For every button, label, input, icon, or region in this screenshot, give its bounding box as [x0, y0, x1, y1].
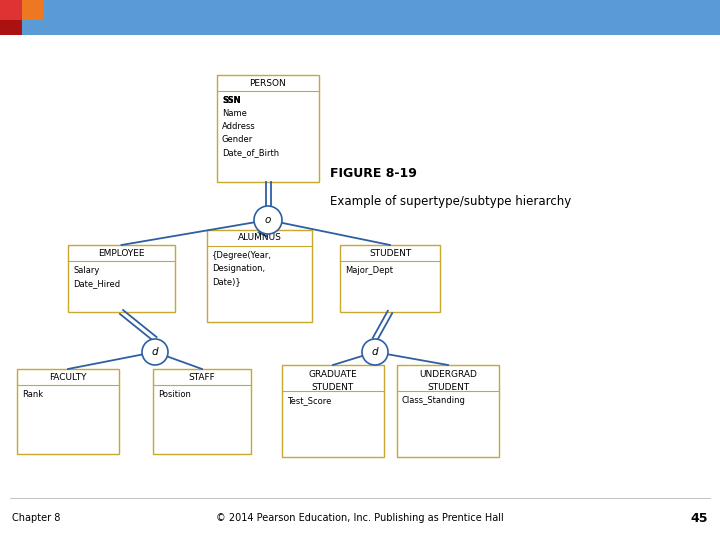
Bar: [0, 20, 22, 35]
Circle shape: [254, 206, 282, 234]
Text: Rank: Rank: [22, 390, 43, 399]
Text: Position: Position: [158, 390, 191, 399]
Text: UNDERGRAD: UNDERGRAD: [419, 369, 477, 379]
Text: STUDENT: STUDENT: [427, 383, 469, 391]
Text: Address: Address: [222, 122, 256, 131]
Text: Date_Hired: Date_Hired: [73, 279, 120, 288]
Text: FACULTY: FACULTY: [49, 373, 86, 381]
Bar: [217, 75, 319, 182]
Bar: [397, 365, 499, 457]
Text: ALUMNUS: ALUMNUS: [238, 233, 282, 242]
Text: Date_of_Birth: Date_of_Birth: [222, 148, 279, 157]
Text: STAFF: STAFF: [189, 373, 215, 381]
Text: EMPLOYEE: EMPLOYEE: [98, 248, 145, 258]
Text: Name: Name: [222, 109, 247, 118]
Circle shape: [142, 339, 168, 365]
Text: Salary: Salary: [73, 266, 99, 275]
Text: 45: 45: [690, 511, 708, 524]
Bar: [340, 245, 440, 312]
Text: SSN: SSN: [222, 96, 240, 105]
Text: Designation,: Designation,: [212, 264, 265, 273]
Text: FIGURE 8-19: FIGURE 8-19: [330, 167, 417, 180]
Circle shape: [362, 339, 388, 365]
Text: Major_Dept: Major_Dept: [345, 266, 393, 275]
Bar: [207, 230, 312, 322]
Text: SSN: SSN: [222, 96, 240, 105]
Text: Example of supertype/subtype hierarchy: Example of supertype/subtype hierarchy: [330, 195, 571, 208]
Text: STUDENT: STUDENT: [369, 248, 411, 258]
Text: Chapter 8: Chapter 8: [12, 513, 60, 523]
Text: d: d: [372, 347, 378, 357]
Bar: [68, 245, 175, 312]
Text: o: o: [265, 215, 271, 225]
Bar: [22, 0, 44, 20]
Text: Date)}: Date)}: [212, 277, 240, 286]
Bar: [17, 369, 119, 454]
Text: Class_Standing: Class_Standing: [402, 396, 466, 405]
Text: © 2014 Pearson Education, Inc. Publishing as Prentice Hall: © 2014 Pearson Education, Inc. Publishin…: [216, 513, 504, 523]
Text: GRADUATE: GRADUATE: [309, 369, 357, 379]
Bar: [0, 0, 720, 35]
Text: d: d: [152, 347, 158, 357]
Bar: [0, 0, 22, 20]
Text: {Degree(Year,: {Degree(Year,: [212, 251, 272, 260]
Text: PERSON: PERSON: [250, 78, 287, 87]
Text: STUDENT: STUDENT: [312, 383, 354, 391]
Bar: [153, 369, 251, 454]
Text: Gender: Gender: [222, 135, 253, 144]
Bar: [282, 365, 384, 457]
Text: Test_Score: Test_Score: [287, 396, 331, 405]
